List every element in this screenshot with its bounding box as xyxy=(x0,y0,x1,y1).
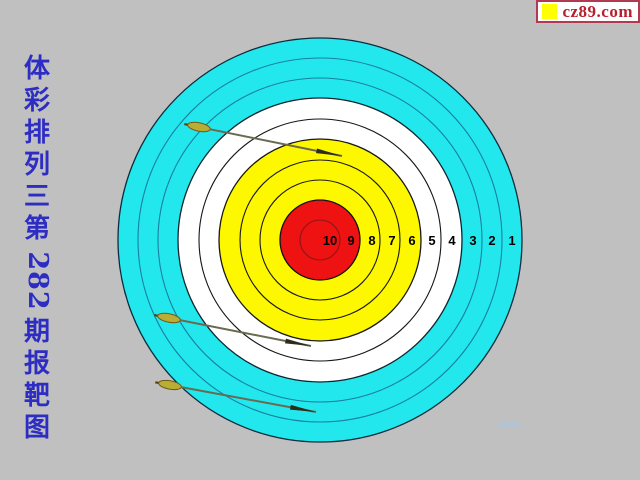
title-char: 三 xyxy=(23,182,50,212)
arrow-2-hit-5 xyxy=(154,312,312,347)
arrow-1-hit-6 xyxy=(184,121,343,157)
ring-label-3: 3 xyxy=(469,233,476,248)
page-title-vertical: 体彩排列三第 282 期报靶图 xyxy=(16,53,58,444)
ring-separator-3 xyxy=(157,77,483,403)
title-char: 体 xyxy=(23,54,50,84)
faint-blue-mark xyxy=(497,422,521,428)
arrow-fletching xyxy=(187,121,211,133)
site-badge[interactable]: cz89.com xyxy=(536,0,640,23)
arrow-3-hit-2 xyxy=(155,379,317,413)
ring-label-9: 9 xyxy=(347,233,354,248)
title-char: 图 xyxy=(23,413,50,443)
title-issue-number: 282 xyxy=(22,250,53,311)
title-char: 报 xyxy=(23,349,50,379)
ring-label-7: 7 xyxy=(388,233,395,248)
title-char: 第 xyxy=(23,214,50,244)
ring-label-8: 8 xyxy=(368,233,375,248)
arrow-fletching xyxy=(158,379,182,391)
arrow-head xyxy=(289,404,316,412)
title-char: 彩 xyxy=(23,86,50,116)
ring-label-10: 10 xyxy=(323,233,337,248)
title-char: 靶 xyxy=(23,381,50,411)
ring-separator-2 xyxy=(137,57,503,423)
ring-label-1: 1 xyxy=(508,233,515,248)
ring-separator-5 xyxy=(198,118,442,362)
badge-text: cz89.com xyxy=(562,2,633,21)
ring-label-4: 4 xyxy=(448,233,456,248)
title-char: 排 xyxy=(23,118,50,148)
title-char: 列 xyxy=(23,150,50,180)
ring-separator-8 xyxy=(259,179,381,301)
badge-square-icon xyxy=(542,4,558,19)
ring-separator-7 xyxy=(239,159,401,321)
ring-separator-10 xyxy=(299,219,341,261)
ring-zone-9 xyxy=(279,199,361,281)
ring-label-6: 6 xyxy=(408,233,415,248)
arrow-fletching xyxy=(157,312,181,324)
ring-label-5: 5 xyxy=(428,233,435,248)
ring-label-2: 2 xyxy=(488,233,495,248)
title-char: 期 xyxy=(23,317,50,347)
arrow-head xyxy=(316,148,342,156)
arrow-head xyxy=(285,338,311,346)
